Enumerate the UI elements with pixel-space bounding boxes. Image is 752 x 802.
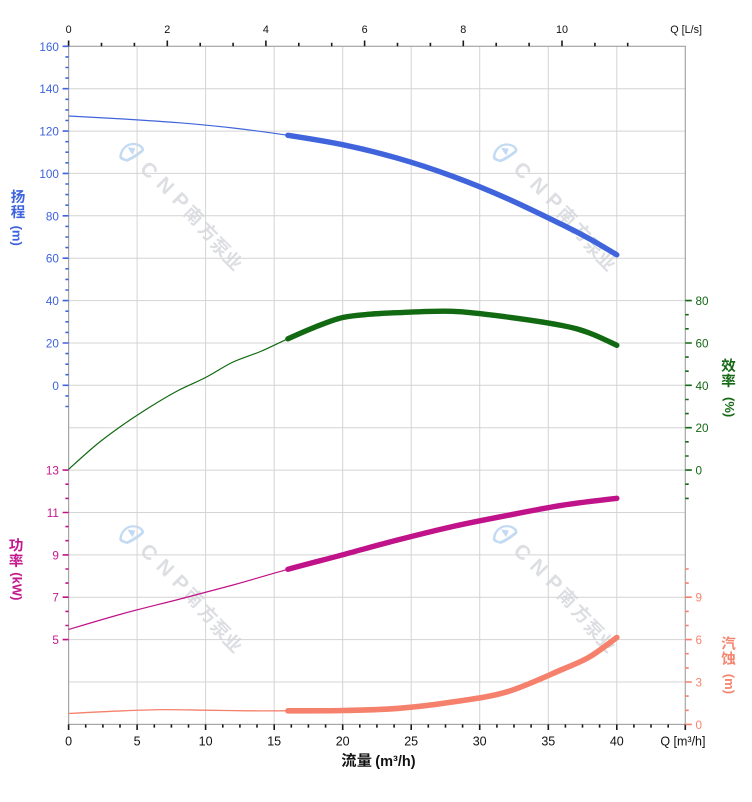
svg-text:15: 15: [267, 734, 281, 748]
svg-text:5: 5: [134, 734, 141, 748]
svg-text:Q [L/s]: Q [L/s]: [670, 24, 702, 36]
svg-text:(kW): (kW): [10, 572, 25, 600]
svg-text:80: 80: [46, 210, 60, 223]
svg-text:(m³/h): (m³/h): [375, 754, 415, 770]
svg-text:(m): (m): [10, 226, 25, 246]
svg-text:160: 160: [39, 41, 59, 54]
svg-text:20: 20: [336, 734, 350, 748]
svg-text:0: 0: [66, 24, 72, 36]
svg-text:4: 4: [263, 24, 269, 36]
svg-text:5: 5: [52, 634, 59, 647]
svg-text:9: 9: [52, 549, 59, 562]
svg-text:80: 80: [696, 295, 710, 308]
svg-text:35: 35: [541, 734, 555, 748]
svg-text:13: 13: [46, 465, 59, 478]
svg-text:9: 9: [696, 592, 703, 605]
svg-text:Q [m³/h]: Q [m³/h]: [660, 734, 705, 748]
svg-text:3: 3: [696, 677, 703, 690]
svg-text:0: 0: [696, 465, 703, 478]
svg-text:10: 10: [199, 734, 213, 748]
svg-text:60: 60: [46, 253, 60, 266]
svg-text:0: 0: [65, 734, 72, 748]
svg-text:120: 120: [39, 126, 59, 139]
svg-text:40: 40: [696, 380, 710, 393]
svg-text:40: 40: [610, 734, 624, 748]
svg-text:0: 0: [696, 719, 703, 732]
svg-text:20: 20: [696, 422, 710, 435]
svg-text:(%): (%): [722, 397, 737, 417]
svg-text:10: 10: [556, 24, 568, 36]
svg-text:60: 60: [696, 338, 710, 351]
svg-text:25: 25: [404, 734, 418, 748]
svg-text:7: 7: [52, 592, 59, 605]
svg-text:6: 6: [696, 634, 703, 647]
svg-text:6: 6: [362, 24, 368, 36]
svg-text:40: 40: [46, 295, 60, 308]
svg-text:140: 140: [39, 83, 59, 96]
svg-text:30: 30: [473, 734, 487, 748]
svg-text:(m): (m): [722, 674, 737, 694]
svg-text:8: 8: [460, 24, 466, 36]
svg-text:11: 11: [47, 507, 59, 520]
svg-text:2: 2: [164, 24, 170, 36]
svg-text:100: 100: [39, 168, 59, 181]
svg-text:20: 20: [46, 338, 60, 351]
svg-text:0: 0: [52, 380, 59, 393]
